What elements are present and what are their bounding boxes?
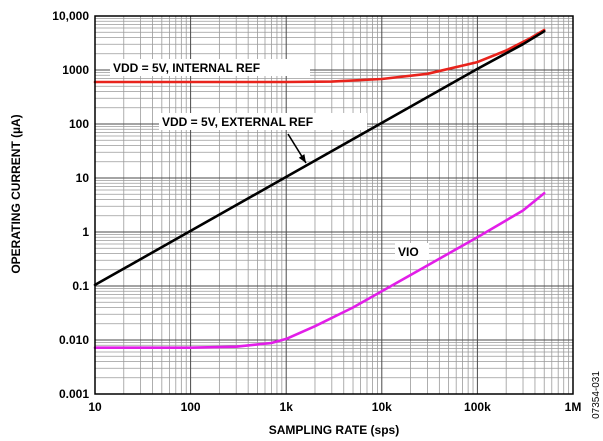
annotation-background	[395, 243, 429, 260]
y-tick-label: 0.1	[72, 279, 89, 293]
y-tick-label: 1000	[62, 63, 89, 77]
annotation-background	[110, 59, 310, 76]
x-tick-label: 100k	[464, 400, 491, 414]
series-lines	[93, 28, 546, 350]
series-line-vio	[93, 192, 546, 350]
figure-id: 07354-031	[591, 371, 602, 419]
x-tick-label: 10k	[372, 400, 392, 414]
x-tick-label: 1k	[280, 400, 294, 414]
y-tick-label: 1	[82, 225, 89, 239]
annotation-label: VIO	[398, 245, 419, 259]
series-line-vdd-5v-internal-ref	[93, 28, 546, 84]
y-tick-labels: 0.001 0.010 0.1 1 10 100 1000 10,000	[52, 9, 89, 401]
annotation-arrowhead	[298, 154, 306, 163]
annotation-label: VDD = 5V, EXTERNAL REF	[162, 115, 313, 129]
y-tick-label: 10	[76, 171, 90, 185]
minor-grid	[95, 16, 573, 394]
y-tick-label: 0.001	[59, 387, 89, 401]
annotation-label: VDD = 5V, INTERNAL REF	[113, 61, 260, 75]
annotation-background	[159, 113, 367, 130]
x-axis-title: SAMPLING RATE (sps)	[269, 423, 399, 437]
y-axis-title: OPERATING CURRENT (µA)	[9, 114, 23, 273]
x-tick-labels: 10 100 1k 10k 100k 1M	[88, 400, 581, 414]
x-tick-label: 1M	[565, 400, 582, 414]
annotations: VDD = 5V, INTERNAL REF VDD = 5V, EXTERNAL…	[110, 59, 429, 260]
plot-frame	[94, 15, 574, 395]
series-line-vdd-5v-external-ref	[93, 29, 546, 287]
y-tick-label: 0.010	[59, 333, 89, 347]
x-tick-label: 100	[181, 400, 201, 414]
x-tick-label: 10	[88, 400, 102, 414]
y-tick-label: 10,000	[52, 9, 89, 23]
y-tick-label: 100	[69, 117, 89, 131]
